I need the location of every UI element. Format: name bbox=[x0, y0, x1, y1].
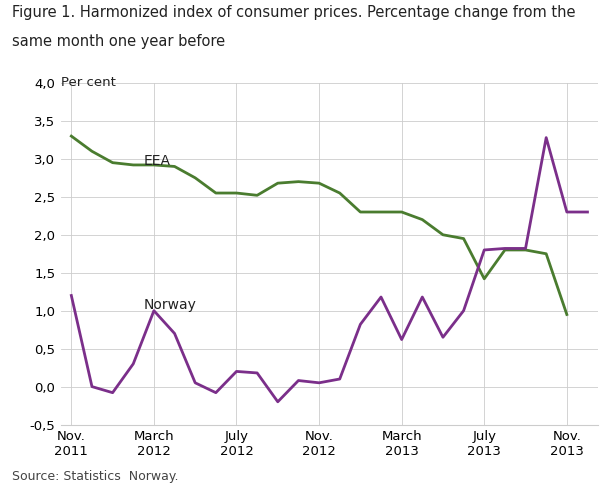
Text: Norway: Norway bbox=[143, 298, 196, 312]
Text: Figure 1. Harmonized index of consumer prices. Percentage change from the: Figure 1. Harmonized index of consumer p… bbox=[12, 5, 576, 20]
Text: Source: Statistics  Norway.: Source: Statistics Norway. bbox=[12, 470, 179, 483]
Text: EEA: EEA bbox=[143, 154, 171, 168]
Text: Per cent: Per cent bbox=[61, 76, 116, 89]
Text: same month one year before: same month one year before bbox=[12, 34, 225, 49]
